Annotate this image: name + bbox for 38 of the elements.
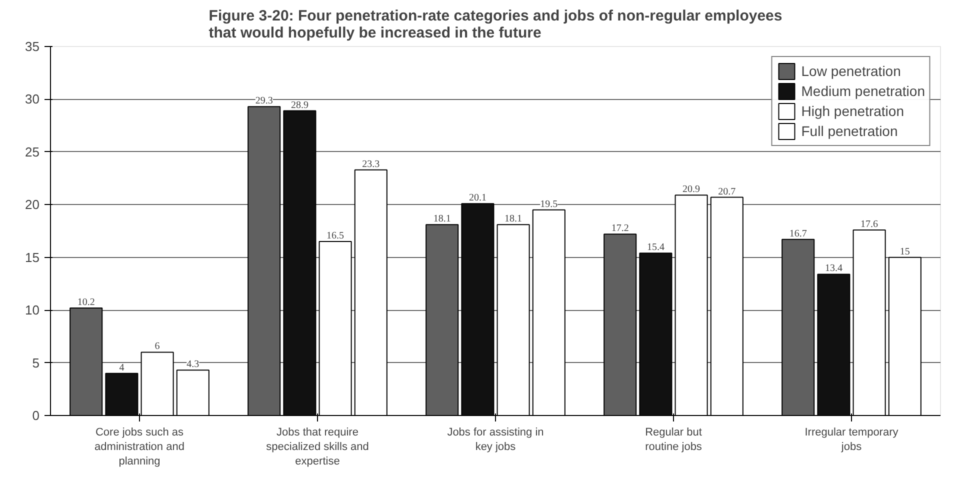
legend-label: Low penetration <box>801 63 901 79</box>
data-label: 20.9 <box>682 184 700 196</box>
data-label: 20.1 <box>468 192 486 204</box>
legend-label: High penetration <box>801 103 904 119</box>
data-label: 16.5 <box>326 230 344 242</box>
data-label: 4 <box>119 362 124 374</box>
data-label: 18.1 <box>504 214 522 225</box>
data-label: 4.3 <box>186 359 200 370</box>
data-label: 29.3 <box>255 96 273 107</box>
legend-label: Medium penetration <box>801 83 925 99</box>
data-label: 17.2 <box>611 223 629 234</box>
y-tick-label: 35 <box>25 39 40 54</box>
data-label: 10.2 <box>77 296 95 308</box>
y-tick-label: 20 <box>25 197 40 212</box>
y-tick-label: 0 <box>32 408 40 423</box>
x-tick-label: Irregular temporary jobs <box>804 426 899 453</box>
y-tick-label: 10 <box>25 302 40 318</box>
data-label: 28.9 <box>290 100 308 111</box>
y-tick-label: 25 <box>25 144 40 160</box>
data-label: 16.7 <box>789 228 807 240</box>
y-tick-label: 30 <box>25 92 40 107</box>
x-tick-label: Regular but routine jobs <box>645 426 702 453</box>
data-label: 15.4 <box>646 242 664 254</box>
data-label: 13.4 <box>824 263 842 274</box>
data-label: 18.1 <box>433 214 451 225</box>
x-tick-label: Core jobs such as administration and planning <box>94 426 184 468</box>
data-label: 23.3 <box>362 158 380 170</box>
chart-title: Figure 3-20: Four penetration-rate categories and jobs of non-regular employees that would hopefully be increased in the future <box>208 8 782 42</box>
data-label: 6 <box>154 341 160 352</box>
x-tick-label: Jobs that require specialized skills and expertise <box>266 426 369 468</box>
x-tick-label: Jobs for assisting in key jobs <box>447 426 544 453</box>
legend-label: Full penetration <box>801 123 898 139</box>
y-tick-label: 5 <box>32 355 40 370</box>
data-label: 19.5 <box>540 198 558 210</box>
data-label: 15 <box>900 246 910 258</box>
data-label: 20.7 <box>718 186 736 198</box>
data-label: 17.6 <box>860 218 878 230</box>
y-tick-label: 15 <box>25 250 40 265</box>
